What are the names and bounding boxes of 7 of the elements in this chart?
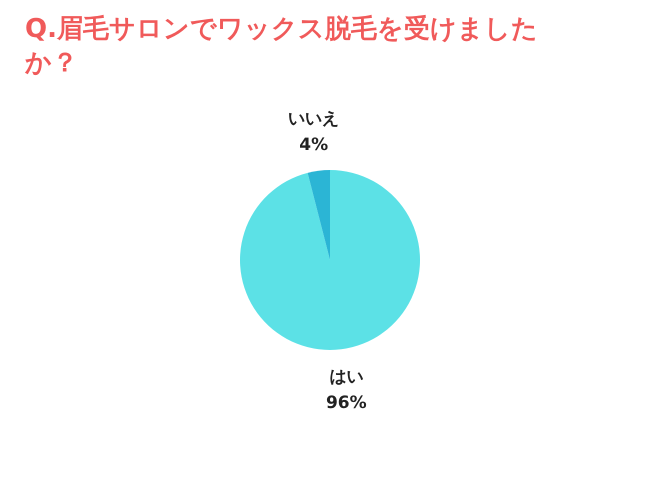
chart-title: Q.眉毛サロンでワックス脱毛を受けましたか？ — [25, 13, 539, 80]
data-label: 4% — [299, 135, 328, 156]
data-label: 96% — [326, 392, 367, 413]
pie-slice — [240, 170, 420, 350]
pie-slice — [308, 170, 330, 260]
slice-label: いいえ — [288, 109, 340, 130]
slice-label: はい — [329, 366, 364, 387]
